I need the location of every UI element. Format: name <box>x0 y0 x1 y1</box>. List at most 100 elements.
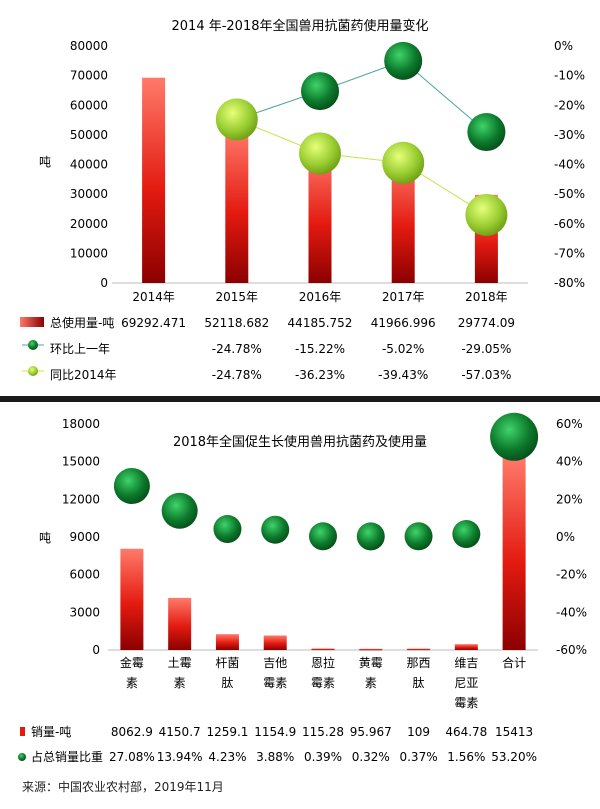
bubble-share <box>113 467 150 504</box>
data-label: 0.39% <box>304 750 342 764</box>
y2-tick-label: 0% <box>554 39 573 53</box>
y-axis-label: 吨 <box>39 155 51 169</box>
source-note: 来源：中国农业农村部，2019年11月 <box>22 780 224 794</box>
legend-label: 同比2014年 <box>50 368 117 382</box>
x-tick-label: 2018年 <box>465 290 508 304</box>
data-label: -29.05% <box>461 342 511 356</box>
data-label: 27.08% <box>109 750 155 764</box>
y2-tick-label: -10% <box>554 69 585 83</box>
y2-tick-label: -60% <box>554 217 585 231</box>
data-label: 44185.752 <box>288 316 353 330</box>
data-label: 15413 <box>495 725 533 739</box>
data-label: 464.78 <box>445 725 487 739</box>
bubble-share <box>490 412 539 461</box>
bubble-share <box>213 515 242 544</box>
x-tick-label: 杆菌 <box>215 656 239 670</box>
bar-sales <box>407 648 431 651</box>
x-tick-label: 2016年 <box>299 290 342 304</box>
bubble-mom <box>467 113 506 152</box>
data-label: 52118.682 <box>204 316 269 330</box>
legend-bar-swatch <box>20 317 44 327</box>
data-label: 1259.1 <box>206 725 248 739</box>
chart-title: 2018年全国促生长使用兽用抗菌药及使用量 <box>173 434 427 450</box>
bar-sales <box>454 644 478 650</box>
y2-tick-label: -40% <box>554 158 585 172</box>
x-tick-label: 素 <box>126 676 138 690</box>
x-tick-label: 霉素 <box>454 696 478 710</box>
y2-tick-label: -30% <box>554 128 585 142</box>
bubble-yoy <box>382 141 425 184</box>
data-label: 0.32% <box>352 750 390 764</box>
legend-label: 总使用量-吨 <box>50 315 114 330</box>
y-tick-label: 15000 <box>62 455 100 469</box>
data-label: -5.02% <box>382 342 424 356</box>
bubble-share <box>309 522 337 551</box>
x-tick-label: 合计 <box>502 655 526 670</box>
data-label: 13.94% <box>157 750 203 764</box>
data-label: -24.78% <box>212 342 262 356</box>
bar-sales <box>168 597 192 650</box>
x-tick-label: 素 <box>174 676 186 690</box>
data-label: 29774.09 <box>458 316 515 330</box>
data-label: -15.22% <box>295 342 345 356</box>
x-tick-label: 霉素 <box>311 676 335 690</box>
data-label: 4150.7 <box>159 725 201 739</box>
line-yoy <box>236 118 487 216</box>
data-label: -24.78% <box>212 368 262 382</box>
bar-sales <box>263 635 287 650</box>
chart-title: 2014 年-2018年全国兽用抗菌药使用量变化 <box>172 18 429 34</box>
chart-panel-growth-promoter: 2018年全国促生长使用兽用抗菌药及使用量吨 18000 15000 12000 900… <box>0 402 600 805</box>
panel-divider <box>0 396 600 402</box>
legend-yoy-swatch <box>28 366 38 376</box>
bar-total-usage <box>391 158 415 283</box>
bar-sales <box>215 634 239 650</box>
data-label: 1.56% <box>447 750 485 764</box>
bubble-share <box>356 522 385 551</box>
data-label: 3.88% <box>256 750 294 764</box>
y2-tick-label: 20% <box>556 492 583 506</box>
bar-total-usage <box>225 128 249 283</box>
bubble-yoy <box>465 193 508 236</box>
data-label: 1154.9 <box>254 725 296 739</box>
x-tick-label: 肽 <box>413 675 425 690</box>
legend-label: 销量-吨 <box>31 725 71 739</box>
y2-tick-label: -50% <box>554 187 585 201</box>
data-label: 95.967 <box>350 725 392 739</box>
data-label: 0.37% <box>399 750 437 764</box>
data-label: 4.23% <box>208 750 246 764</box>
data-label: -57.03% <box>461 368 511 382</box>
x-tick-label: 尼亚 <box>454 676 478 690</box>
y2-tick-label: 40% <box>556 455 583 469</box>
y-tick-label: 0 <box>92 643 100 657</box>
y-tick-label: 9000 <box>69 530 100 544</box>
bubble-share <box>404 522 433 551</box>
legend-bar-swatch <box>20 727 25 736</box>
y2-tick-label: -70% <box>554 246 585 260</box>
bubble-share <box>261 515 290 544</box>
y-tick-label: 70000 <box>70 69 108 83</box>
data-label: -39.43% <box>378 368 428 382</box>
x-tick-label: 那西 <box>407 656 431 670</box>
bar-sales <box>359 648 383 651</box>
x-tick-label: 土霉 <box>168 656 192 670</box>
bar-sales <box>120 548 144 650</box>
legend-label: 环比上一年 <box>50 342 110 356</box>
y-tick-label: 20000 <box>70 217 108 231</box>
bar-total-usage <box>308 152 332 283</box>
x-tick-label: 2015年 <box>216 290 259 304</box>
y-tick-label: 40000 <box>70 158 108 172</box>
data-label: 41966.996 <box>371 316 436 330</box>
y2-tick-label: 60% <box>556 417 583 431</box>
x-tick-label: 2014年 <box>132 290 175 304</box>
bubble-yoy <box>215 98 258 141</box>
y-tick-label: 50000 <box>70 128 108 142</box>
x-tick-label: 吉他 <box>263 656 287 670</box>
bubble-share <box>161 492 198 529</box>
x-tick-label: 金霉 <box>120 655 144 670</box>
y2-tick-label: -40% <box>556 605 587 619</box>
x-tick-label: 2017年 <box>382 290 425 304</box>
legend-share-swatch <box>18 753 26 761</box>
y-tick-label: 0 <box>100 276 108 290</box>
